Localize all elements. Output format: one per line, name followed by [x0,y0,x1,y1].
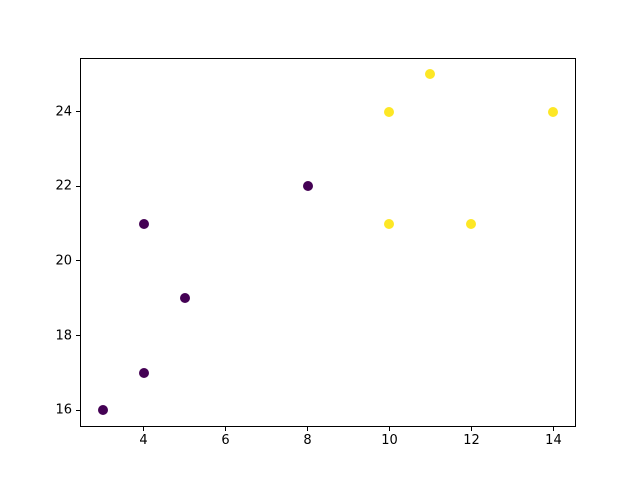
y-axis-tick [76,335,80,337]
plot-area [80,58,576,427]
data-point-class-low-purple [302,181,313,192]
x-axis-tick-label: 8 [303,433,312,448]
y-axis-tick-label: 16 [55,402,72,418]
y-axis-tick [76,409,80,411]
data-point-class-high-yellow [466,218,477,229]
y-axis-tick [76,111,80,113]
data-point-class-low-purple [138,218,149,229]
y-axis-tick-label: 24 [55,104,72,120]
y-axis-tick-label: 18 [55,328,72,344]
x-axis-tick [388,427,390,431]
y-axis-tick-label: 20 [55,253,72,269]
data-point-class-high-yellow [548,106,559,117]
x-axis-tick-label: 6 [221,433,230,448]
x-axis-tick-label: 4 [139,433,148,448]
x-axis-tick [307,427,308,431]
y-axis-tick [76,260,80,262]
data-point-class-high-yellow [384,218,395,229]
y-axis-tick [76,185,80,187]
x-axis-tick-label: 10 [381,433,398,448]
x-axis-tick-label: 12 [463,433,480,448]
x-axis-tick [470,427,472,431]
x-axis-tick-label: 14 [545,433,562,448]
data-point-class-high-yellow [425,69,436,80]
x-axis-tick [552,427,554,431]
data-point-class-high-yellow [384,106,395,117]
y-axis-tick-label: 22 [55,178,72,194]
data-point-class-low-purple [138,367,149,378]
data-point-class-low-purple [179,293,190,304]
data-point-class-low-purple [97,405,108,416]
x-axis-tick [225,427,227,431]
x-axis-tick [143,427,145,431]
